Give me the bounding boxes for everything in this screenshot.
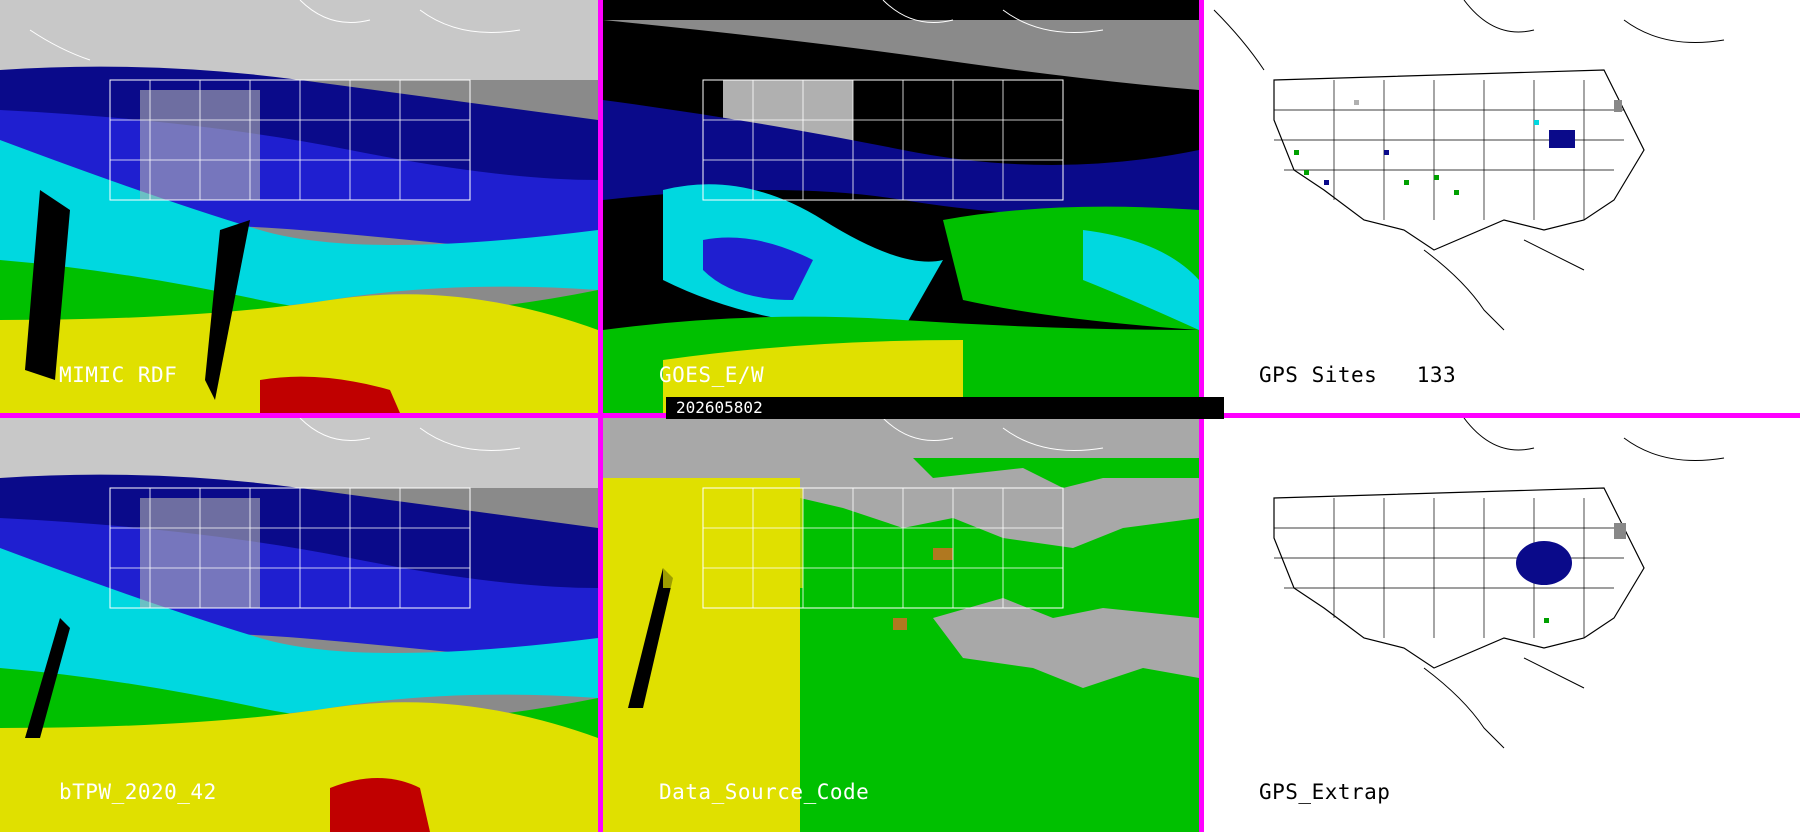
timestamp-bar: 202605802 <box>666 397 1224 419</box>
gps-extrap-panel: GPS_Extrap <box>1204 418 1800 832</box>
mimic-rdf-map <box>0 0 598 413</box>
gps-sites-map <box>1204 0 1800 413</box>
btpw-map <box>0 418 598 832</box>
data-source-code-panel: Data_Source_Code <box>603 418 1199 832</box>
panel-label-mimic: MIMIC RDF <box>59 363 178 387</box>
panel-label-gps-extrap: GPS_Extrap <box>1259 780 1391 804</box>
panel-label-gps-sites: GPS Sites 133 <box>1259 363 1457 387</box>
panel-label-data-source-code: Data_Source_Code <box>659 780 870 804</box>
panel-label-btpw: bTPW_2020_42 <box>59 780 217 804</box>
gps-sites-panel: GPS Sites 133 <box>1204 0 1800 413</box>
panel-label-goes: GOES_E/W <box>659 363 765 387</box>
gps-extrap-map <box>1204 418 1800 832</box>
btpw-panel: bTPW_2020_42 <box>0 418 598 832</box>
goes-ew-panel: GOES_E/W <box>603 0 1199 413</box>
mimic-rdf-panel: MIMIC RDF <box>0 0 598 413</box>
data-source-code-map <box>603 418 1199 832</box>
timestamp-text: 202605802 <box>676 398 763 417</box>
goes-ew-map <box>603 0 1199 413</box>
